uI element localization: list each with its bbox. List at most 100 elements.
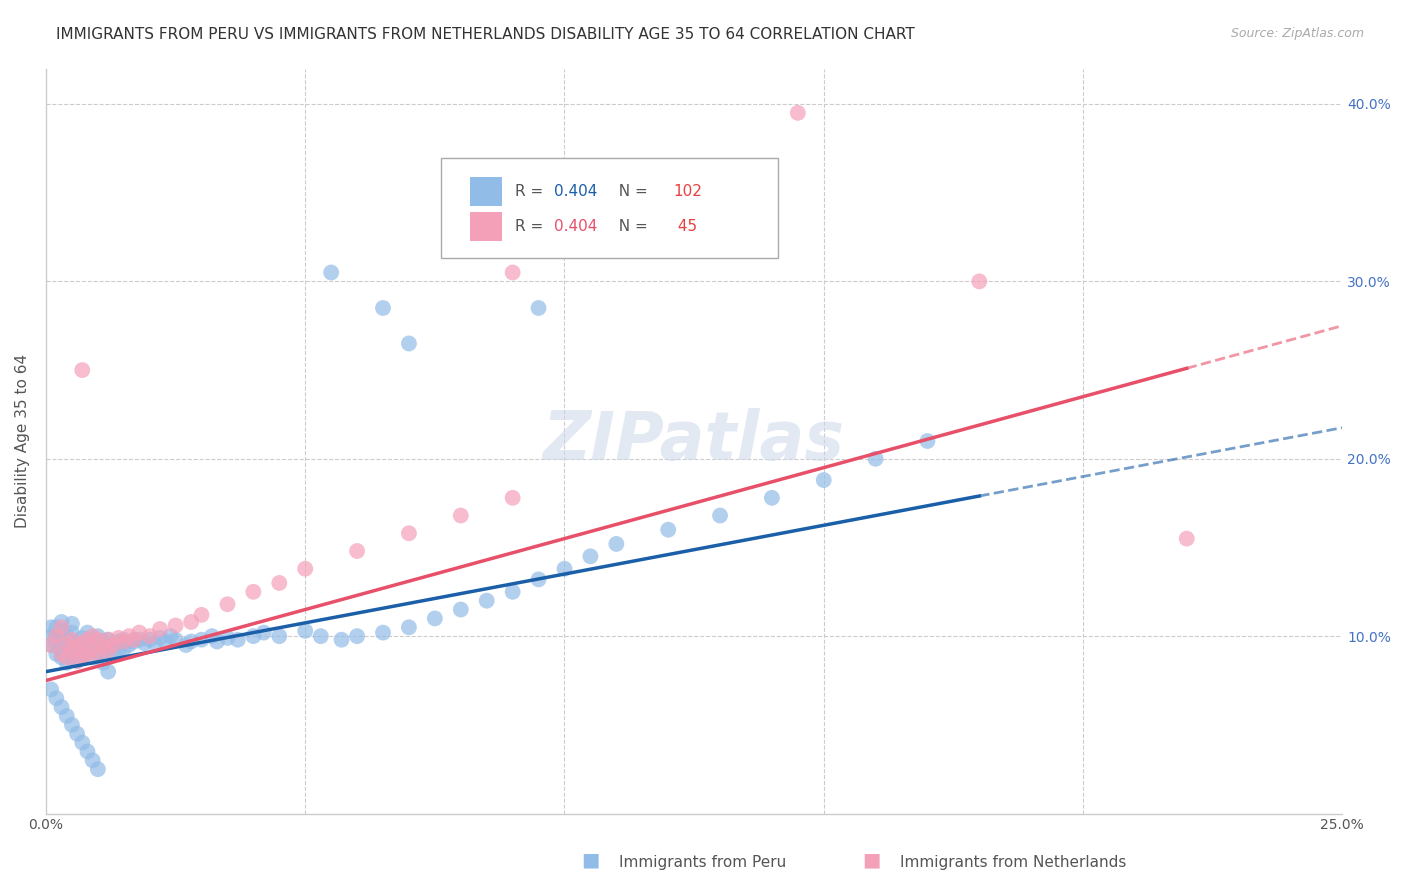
Point <box>55 656 77 670</box>
Text: Immigrants from Peru: Immigrants from Peru <box>619 855 786 870</box>
Point <box>45 629 67 643</box>
Point <box>159 629 181 643</box>
Point <box>371 625 394 640</box>
Point <box>55 647 77 661</box>
Point <box>51 700 73 714</box>
Point <box>969 274 991 288</box>
Point <box>66 640 89 654</box>
Point <box>165 632 187 647</box>
Point <box>450 508 472 523</box>
Point <box>76 744 98 758</box>
Point <box>66 654 89 668</box>
Point <box>76 625 98 640</box>
Point <box>423 611 446 625</box>
Point <box>321 266 343 280</box>
Point <box>97 641 120 656</box>
Point <box>174 638 197 652</box>
Point <box>138 632 160 647</box>
Text: 0.404: 0.404 <box>554 219 598 234</box>
Text: 45: 45 <box>673 219 697 234</box>
Point <box>269 576 291 591</box>
Point <box>190 607 212 622</box>
Text: R =: R = <box>515 219 548 234</box>
Point <box>398 526 420 541</box>
Text: 102: 102 <box>673 184 702 199</box>
Point <box>60 650 83 665</box>
Text: ■: ■ <box>862 851 882 870</box>
Point <box>309 629 332 643</box>
Point <box>138 629 160 643</box>
Point <box>813 473 835 487</box>
Point <box>51 647 73 661</box>
Point <box>39 682 62 697</box>
Point <box>865 451 887 466</box>
FancyBboxPatch shape <box>441 158 779 259</box>
Point <box>475 593 498 607</box>
Point <box>60 643 83 657</box>
Point <box>39 629 62 643</box>
Point <box>45 691 67 706</box>
Text: 0.404: 0.404 <box>554 184 598 199</box>
Point <box>217 597 239 611</box>
Text: R =: R = <box>515 184 548 199</box>
Point <box>398 336 420 351</box>
Point <box>76 634 98 648</box>
Point <box>134 636 156 650</box>
Point <box>87 629 110 643</box>
Point <box>217 631 239 645</box>
Point <box>709 508 731 523</box>
Point <box>103 638 125 652</box>
Point <box>91 634 114 648</box>
Point <box>87 638 110 652</box>
Point <box>294 562 316 576</box>
Point <box>45 647 67 661</box>
Point <box>657 523 679 537</box>
Point <box>72 631 94 645</box>
Point <box>112 641 135 656</box>
Point <box>60 625 83 640</box>
Point <box>39 638 62 652</box>
Point <box>55 638 77 652</box>
Point <box>143 636 166 650</box>
Point <box>103 638 125 652</box>
Point <box>72 363 94 377</box>
Point <box>66 654 89 668</box>
FancyBboxPatch shape <box>470 177 502 206</box>
Point <box>201 629 224 643</box>
Point <box>87 632 110 647</box>
Point <box>82 643 104 657</box>
Point <box>149 631 172 645</box>
Point <box>82 753 104 767</box>
Point <box>91 643 114 657</box>
Point <box>346 629 368 643</box>
Point <box>180 615 202 629</box>
Text: Source: ZipAtlas.com: Source: ZipAtlas.com <box>1230 27 1364 40</box>
Point <box>45 629 67 643</box>
Point <box>97 643 120 657</box>
Point <box>1175 532 1198 546</box>
Point <box>51 615 73 629</box>
Point <box>55 636 77 650</box>
Point <box>128 625 150 640</box>
Point <box>149 622 172 636</box>
Point <box>605 537 627 551</box>
Point <box>527 573 550 587</box>
Point <box>97 632 120 647</box>
Point <box>72 640 94 654</box>
Point <box>553 562 575 576</box>
Point <box>91 640 114 654</box>
Point <box>60 643 83 657</box>
Point <box>112 632 135 647</box>
Point <box>72 650 94 665</box>
Point <box>55 650 77 665</box>
Point <box>51 643 73 657</box>
Text: ■: ■ <box>581 851 600 870</box>
Text: IMMIGRANTS FROM PERU VS IMMIGRANTS FROM NETHERLANDS DISABILITY AGE 35 TO 64 CORR: IMMIGRANTS FROM PERU VS IMMIGRANTS FROM … <box>56 27 915 42</box>
Point <box>55 629 77 643</box>
Point <box>87 647 110 661</box>
Point <box>917 434 939 448</box>
Point <box>180 634 202 648</box>
Point <box>205 634 228 648</box>
Point <box>118 629 141 643</box>
Point <box>761 491 783 505</box>
